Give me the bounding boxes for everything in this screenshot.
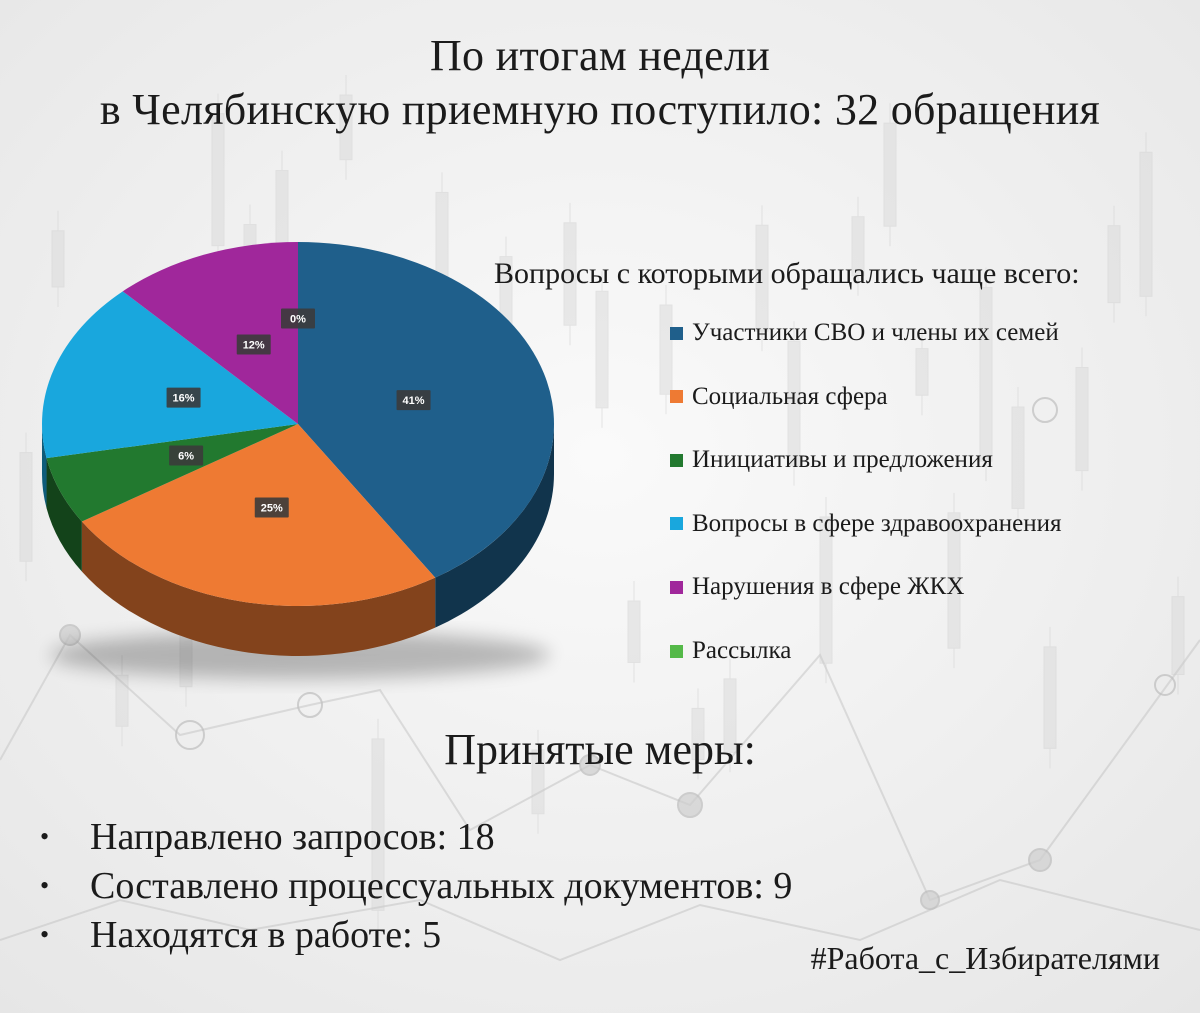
- pie-data-label: 12%: [236, 334, 271, 355]
- legend-swatch: [670, 580, 683, 594]
- legend-label: Инициативы и предложения: [692, 446, 993, 474]
- pie-slice-side: [81, 521, 436, 656]
- legend-swatch: [670, 517, 683, 531]
- svg-text:16%: 16%: [173, 393, 195, 405]
- legend-item: Рассылка: [670, 631, 791, 671]
- legend-swatch: [670, 453, 683, 467]
- bullet-icon: •: [40, 871, 50, 900]
- svg-text:0%: 0%: [290, 313, 306, 325]
- legend-label: Социальная сфера: [692, 382, 888, 410]
- legend-swatch: [670, 326, 683, 340]
- page-title-line-1: По итогам недели: [429, 31, 771, 80]
- legend-label: Участники СВО и члены их семей: [692, 319, 1059, 346]
- legend-item: Нарушения в сфере ЖКХ: [670, 567, 964, 607]
- pie-chart: 41% 25% 6% 16% 12% 0%: [42, 242, 555, 679]
- svg-text:25%: 25%: [261, 502, 283, 514]
- pie-data-label: 25%: [254, 497, 289, 518]
- pie-data-label: 6%: [169, 445, 204, 466]
- chart-title: Вопросы с которыми обращались чаще всего…: [494, 257, 1080, 290]
- pie-data-label: 41%: [396, 390, 431, 411]
- legend-label: Вопросы в сфере здравоохранения: [692, 509, 1062, 537]
- measure-text: Составлено процессуальных документов: 9: [90, 865, 793, 907]
- measure-text: Направлено запросов: 18: [90, 816, 495, 858]
- pie-slice-3: [46, 424, 299, 522]
- svg-text:12%: 12%: [243, 339, 265, 351]
- pie-slice-side: [42, 424, 47, 509]
- measures-title: Принятые меры:: [444, 725, 756, 774]
- pie-slice-5: [122, 242, 298, 424]
- legend-item: Инициативы и предложения: [670, 440, 993, 480]
- pie-slice-side: [46, 458, 82, 572]
- legend-item: Социальная сфера: [670, 377, 888, 417]
- legend-swatch: [670, 390, 683, 404]
- legend-label: Нарушения в сфере ЖКХ: [692, 573, 965, 601]
- legend-item: Участники СВО и члены их семей: [670, 313, 1059, 353]
- legend-label: Рассылка: [692, 637, 792, 664]
- svg-text:41%: 41%: [403, 395, 425, 407]
- measure-item: • Направлено запросов: 18: [40, 812, 495, 862]
- legend-item: Вопросы в сфере здравоохранения: [670, 504, 1062, 544]
- measure-item: • Составлено процессуальных документов: 9: [40, 861, 792, 911]
- hashtag: #Работа_с_Избирателями: [810, 940, 1160, 976]
- page-title-line-2: в Челябинскую приемную поступило: 32 обр…: [99, 85, 1101, 134]
- bullet-icon: •: [40, 920, 50, 949]
- legend-swatch: [670, 644, 683, 658]
- svg-text:6%: 6%: [178, 450, 194, 462]
- pie-slice-side: [435, 424, 554, 628]
- pie-data-label: 0%: [281, 308, 315, 329]
- pie-data-label: 16%: [166, 387, 201, 408]
- bullet-icon: •: [40, 822, 50, 851]
- measure-item: • Находятся в работе: 5: [40, 910, 441, 960]
- measure-text: Находятся в работе: 5: [90, 914, 442, 956]
- pie-slice-4: [42, 291, 298, 459]
